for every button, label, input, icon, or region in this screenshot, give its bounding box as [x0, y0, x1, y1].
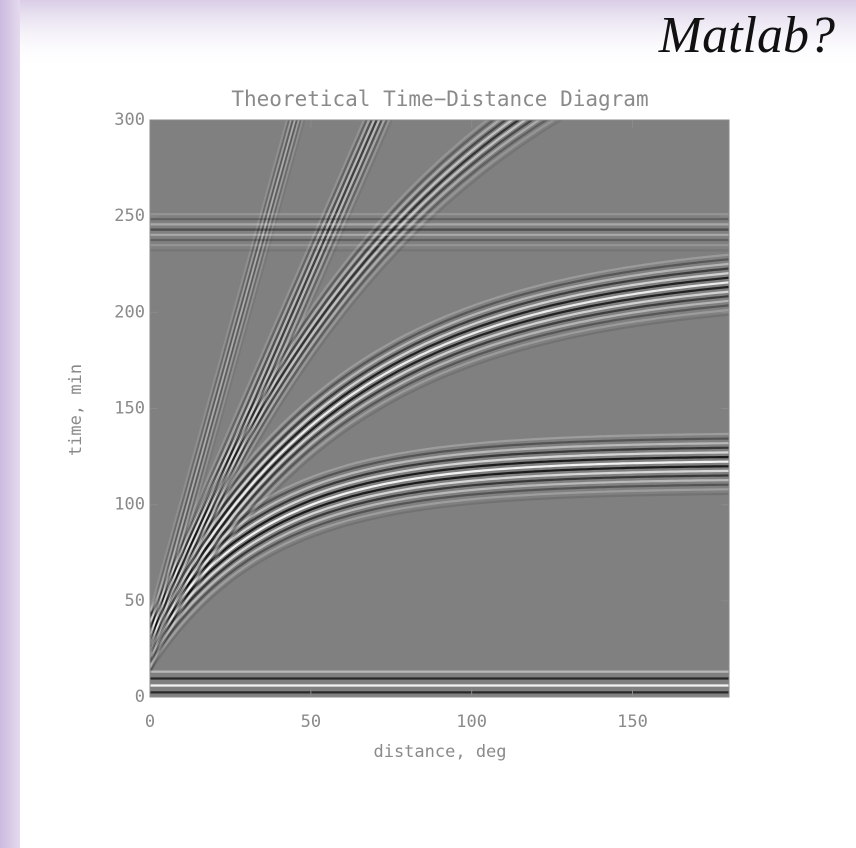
wave-ridge [150, 281, 729, 640]
x-axis-label: distance, deg [373, 742, 506, 762]
wave-ridge [150, 304, 729, 663]
wave-ridge [150, 446, 729, 627]
wave-ridge [150, 120, 300, 654]
wave-ridge [150, 276, 729, 636]
wave-ridge [150, 120, 378, 640]
y-tick-label: 0 [135, 687, 145, 707]
slide-heading: Matlab? [658, 7, 835, 64]
wave-ridge [150, 120, 393, 675]
wave-ridge [150, 442, 729, 622]
wave-ridge [150, 253, 729, 613]
wave-ridge [150, 313, 729, 673]
wave-ridge [150, 120, 373, 629]
wave-ridge [150, 120, 521, 640]
wave-ridge [150, 120, 291, 619]
wave-ridge [150, 469, 729, 650]
wave-ridge [150, 120, 298, 647]
y-tick-label: 200 [114, 302, 145, 322]
wave-ridge [150, 120, 535, 649]
wave-ridge [150, 120, 368, 617]
wave-ridge [150, 460, 729, 640]
wave-ridge [150, 285, 729, 645]
wave-ridge [150, 120, 381, 646]
y-tick-label: 150 [114, 399, 145, 419]
wave-ridge [150, 120, 383, 652]
wave-ridge [150, 120, 294, 633]
wave-ridge [150, 120, 386, 658]
x-tick-label: 100 [456, 712, 487, 732]
y-tick-label: 50 [125, 591, 145, 611]
x-tick-label: 150 [617, 712, 648, 732]
wave-ridge [150, 120, 306, 675]
wave-pattern [150, 120, 729, 694]
x-tick-label: 50 [301, 712, 321, 732]
chart-title: Theoretical Time−Distance Diagram [231, 87, 648, 111]
wave-ridge [150, 120, 304, 668]
wave-ridge [150, 262, 729, 622]
wave-ridge [150, 120, 376, 634]
y-tick-label: 100 [114, 495, 145, 515]
wave-ridge [150, 120, 542, 654]
slide-band [0, 0, 856, 70]
wave-ridge [150, 290, 729, 650]
wave-ridge [150, 451, 729, 631]
wave-ridge [150, 120, 391, 669]
y-axis-label: time, min [66, 364, 86, 456]
wave-ridge [150, 267, 729, 627]
wave-ridge [150, 120, 502, 626]
wave-ridge [150, 455, 729, 636]
wave-ridge [150, 492, 729, 673]
wave-ridge [150, 432, 729, 613]
wave-ridge [150, 120, 564, 668]
y-tick-label: 300 [114, 110, 145, 130]
wave-ridge [150, 120, 528, 645]
wave-ridge [150, 120, 366, 611]
wave-ridge [150, 120, 302, 661]
wave-ridge [150, 120, 556, 663]
wave-ridge [150, 437, 729, 617]
wave-ridge [150, 483, 729, 664]
wave-ridge [150, 272, 729, 631]
wave-ridge [150, 120, 371, 623]
wave-ridge [150, 479, 729, 659]
wave-ridge [150, 295, 729, 654]
wave-ridge [150, 309, 729, 668]
wave-ridge [150, 488, 729, 668]
slide-border [0, 0, 20, 848]
wave-ridge [150, 258, 729, 617]
wave-ridge [150, 299, 729, 659]
wave-ridge [150, 120, 388, 663]
plot-area [150, 120, 729, 697]
wave-ridge [150, 120, 296, 640]
wave-ridge [150, 120, 293, 626]
wave-ridge [150, 474, 729, 654]
x-tick-label: 0 [145, 712, 155, 732]
wave-ridge [150, 120, 549, 659]
y-tick-label: 250 [114, 206, 145, 226]
wave-ridge [150, 120, 508, 631]
wave-ridge [150, 465, 729, 645]
wave-ridge [150, 120, 289, 612]
wave-ridge [150, 120, 490, 617]
wave-ridge [150, 120, 514, 636]
